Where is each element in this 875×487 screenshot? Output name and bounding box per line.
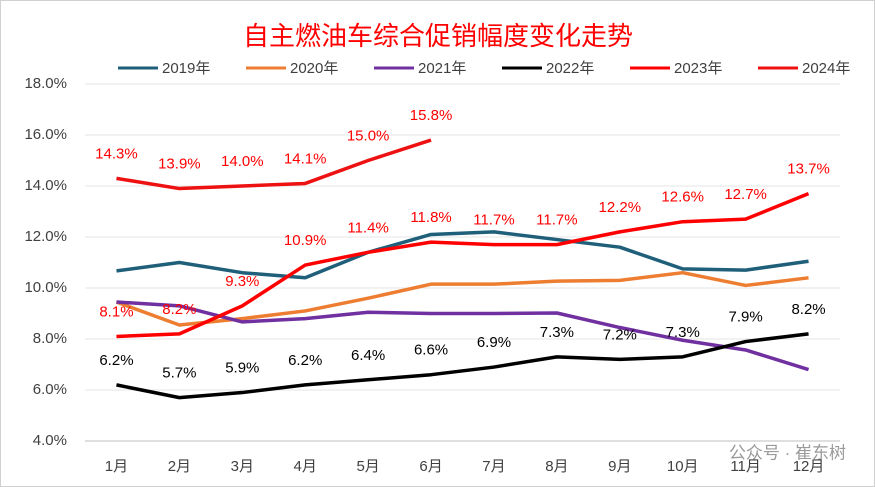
watermark: 公众号 · 崔东树	[729, 443, 846, 462]
x-tick-label: 8月	[545, 458, 568, 475]
x-tick-label: 2月	[168, 458, 191, 475]
data-label: 10.9%	[284, 232, 327, 249]
series-line	[116, 192, 810, 339]
data-label: 11.7%	[473, 212, 514, 229]
series-line	[116, 332, 809, 400]
data-label: 9.3%	[225, 273, 259, 290]
y-tick-label: 16.0%	[24, 126, 67, 143]
series-line	[116, 300, 810, 372]
data-label: 6.9%	[477, 334, 511, 351]
data-label: 12.6%	[661, 189, 704, 206]
x-tick-label: 5月	[356, 458, 379, 475]
series-line	[116, 138, 432, 191]
data-label: 7.9%	[729, 309, 763, 326]
x-tick-label: 12月	[793, 458, 825, 475]
x-tick-label: 1月	[105, 458, 128, 475]
x-tick-label: 4月	[294, 458, 317, 475]
data-label: 8.2%	[791, 301, 825, 318]
y-tick-label: 18.0%	[24, 75, 67, 92]
data-label: 15.0%	[347, 127, 390, 144]
y-tick-label: 14.0%	[24, 177, 67, 194]
data-label: 15.8%	[410, 107, 453, 124]
legend-label: 2021年	[418, 60, 466, 77]
y-tick-label: 6.0%	[33, 381, 67, 398]
data-label: 5.7%	[162, 365, 196, 382]
data-label: 13.7%	[787, 161, 830, 178]
data-label: 11.4%	[347, 219, 388, 236]
data-label: 6.2%	[99, 352, 133, 369]
data-label: 6.4%	[351, 347, 385, 364]
y-tick-label: 4.0%	[33, 432, 67, 449]
y-tick-label: 12.0%	[24, 228, 67, 245]
legend-label: 2024年	[802, 60, 850, 77]
data-label: 11.7%	[536, 212, 577, 229]
data-label: 8.2%	[162, 301, 196, 318]
y-tick-label: 8.0%	[33, 330, 67, 347]
data-label: 6.2%	[288, 352, 322, 369]
x-tick-label: 9月	[608, 458, 631, 475]
legend-label: 2020年	[290, 60, 338, 77]
data-label: 11.8%	[410, 209, 451, 226]
x-tick-label: 10月	[667, 458, 699, 475]
data-label: 8.1%	[99, 303, 133, 320]
y-tick-label: 10.0%	[24, 279, 67, 296]
data-label: 5.9%	[225, 360, 259, 377]
x-tick-label: 3月	[231, 458, 254, 475]
data-label: 7.3%	[666, 324, 700, 341]
data-label: 14.1%	[284, 150, 327, 167]
legend-label: 2023年	[674, 60, 722, 77]
data-label: 14.3%	[95, 145, 138, 162]
x-tick-label: 7月	[482, 458, 505, 475]
data-label: 14.0%	[221, 153, 264, 170]
x-tick-label: 11月	[730, 458, 761, 475]
data-label: 12.2%	[599, 199, 642, 216]
legend-label: 2022年	[546, 60, 594, 77]
data-label: 7.3%	[540, 324, 574, 341]
data-label: 13.9%	[158, 156, 201, 173]
legend-label: 2019年	[162, 60, 210, 77]
series-line	[116, 230, 809, 280]
data-label: 7.2%	[603, 326, 637, 343]
chart-title: 自主燃油车综合促销幅度变化走势	[243, 21, 633, 51]
data-label: 12.7%	[724, 186, 767, 203]
data-label: 6.6%	[414, 342, 448, 359]
x-tick-label: 6月	[419, 458, 442, 475]
